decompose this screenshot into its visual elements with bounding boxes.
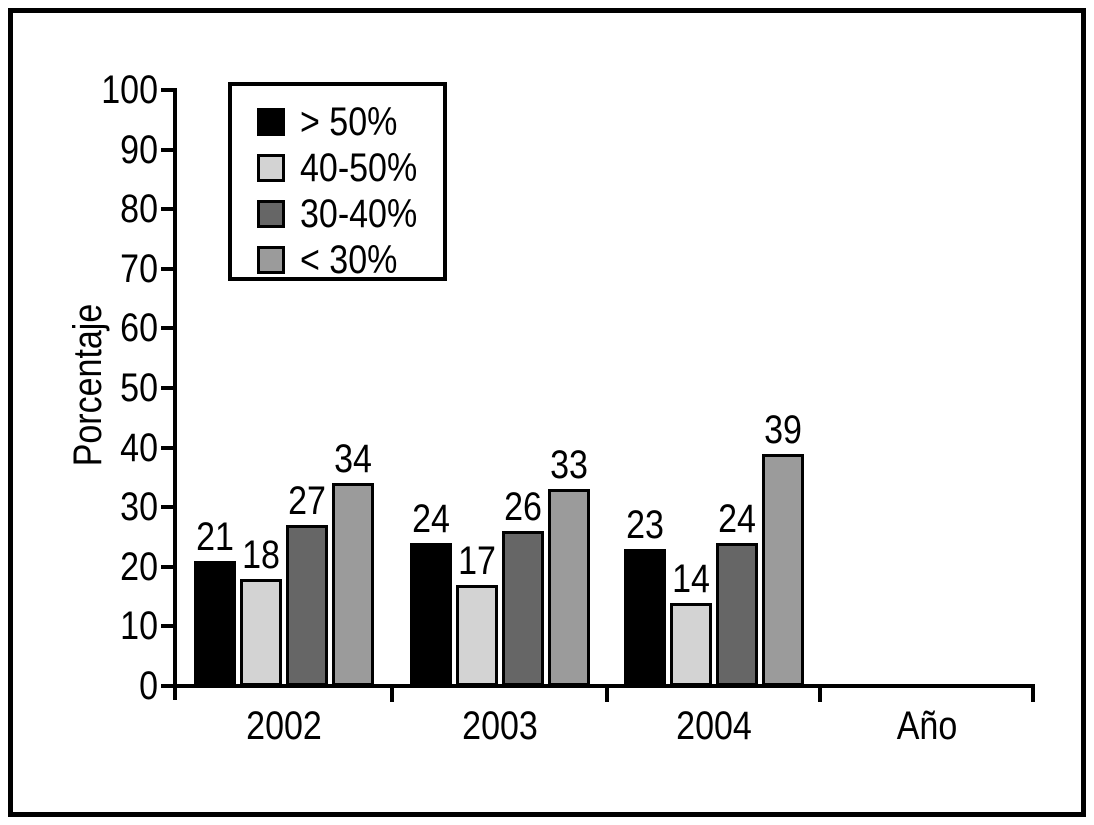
legend: > 50% 40-50% 30-40% < 30%	[228, 82, 447, 283]
bar	[239, 578, 282, 686]
y-tick	[161, 147, 175, 152]
bar	[331, 483, 374, 686]
y-tick-label: 90	[120, 127, 158, 172]
y-tick	[161, 505, 175, 510]
bar-value-label: 39	[763, 407, 802, 452]
bar	[455, 584, 498, 686]
bar	[623, 548, 666, 686]
x-tick	[390, 686, 394, 702]
legend-row: < 30%	[257, 237, 443, 283]
y-tick-label: 20	[120, 544, 158, 589]
y-tick-label: 40	[120, 425, 158, 470]
legend-swatch	[257, 200, 285, 228]
y-tick-label: 80	[120, 187, 158, 232]
y-tick	[161, 207, 175, 212]
bar-value-label: 33	[549, 443, 588, 488]
bar-value-label: 14	[671, 556, 710, 601]
legend-row: > 50%	[257, 99, 443, 145]
x-tick-label: 2003	[461, 704, 538, 748]
legend-label: 30-40%	[300, 192, 418, 236]
bar	[501, 531, 544, 686]
bar	[547, 489, 590, 686]
legend-label: < 30%	[300, 238, 398, 282]
legend-label: 40-50%	[300, 146, 418, 190]
y-tick	[161, 266, 175, 271]
y-tick	[161, 564, 175, 569]
y-tick-label: 100	[101, 68, 158, 112]
x-tick	[1031, 686, 1035, 702]
bar-value-label: 34	[333, 437, 372, 482]
y-tick-label: 0	[139, 664, 158, 708]
bar	[761, 453, 804, 686]
y-tick	[161, 88, 175, 92]
y-axis-title: Porcentaje	[66, 303, 110, 467]
bar	[715, 542, 758, 686]
bar	[409, 542, 452, 686]
bar	[669, 602, 712, 686]
bar-value-label: 21	[195, 514, 234, 559]
bar-value-label: 27	[287, 479, 326, 524]
y-axis-line	[173, 88, 177, 700]
bar-value-label: 23	[625, 502, 664, 547]
bar-value-label: 26	[503, 485, 542, 530]
bar-value-label: 18	[241, 532, 280, 577]
x-axis-title: Año	[896, 704, 958, 748]
y-tick-label: 70	[120, 246, 158, 291]
x-tick-label: 2002	[245, 704, 322, 748]
x-axis-line	[161, 684, 1035, 688]
y-tick-label: 10	[120, 604, 158, 649]
y-tick	[161, 445, 175, 450]
legend-row: 40-50%	[257, 145, 443, 191]
y-tick-label: 60	[120, 306, 158, 351]
chart-frame-border	[8, 8, 1086, 817]
legend-swatch	[257, 154, 285, 182]
x-tick	[818, 686, 822, 702]
legend-swatch	[257, 108, 285, 136]
y-tick-label: 50	[120, 366, 158, 410]
legend-swatch	[257, 246, 285, 274]
x-tick	[605, 686, 609, 702]
bar-value-label: 17	[457, 538, 496, 583]
y-tick	[161, 386, 175, 390]
bar-value-label: 24	[411, 496, 450, 541]
y-tick	[161, 684, 175, 688]
y-tick	[161, 624, 175, 629]
bar	[193, 560, 236, 686]
y-tick	[161, 326, 175, 331]
legend-row: 30-40%	[257, 191, 443, 237]
legend-label: > 50%	[300, 100, 398, 144]
bar-value-label: 24	[717, 496, 756, 541]
y-tick-label: 30	[120, 485, 158, 530]
bar	[285, 525, 328, 686]
x-tick-label: 2004	[675, 704, 752, 748]
